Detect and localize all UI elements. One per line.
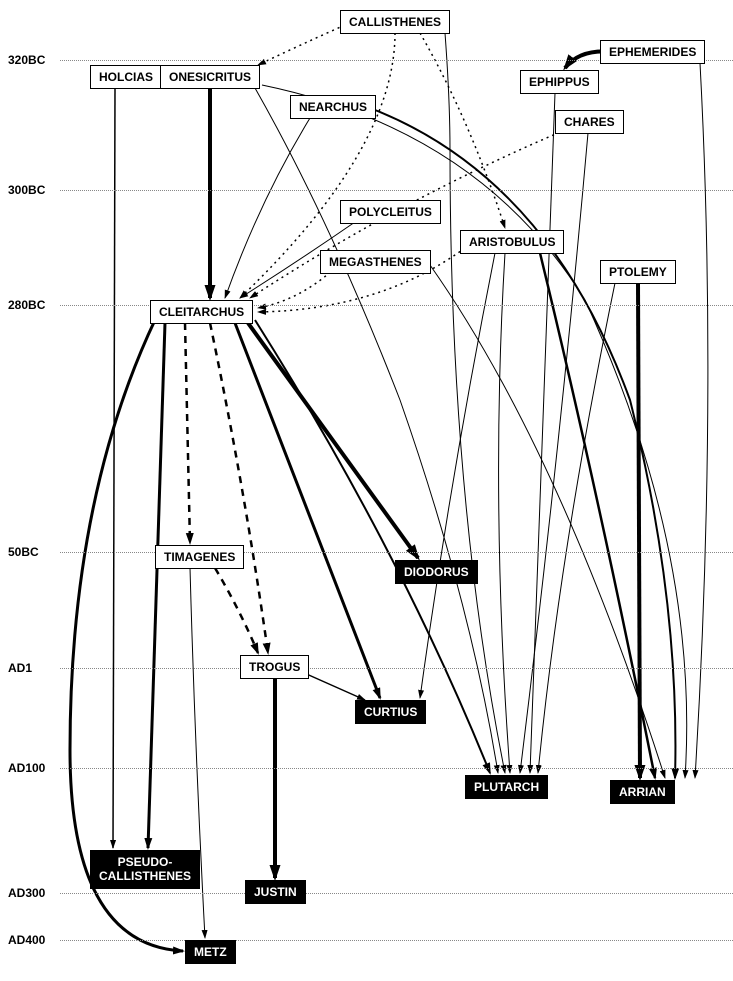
node-timagenes: TIMAGENES	[155, 545, 244, 569]
gridline	[60, 893, 733, 894]
node-pseudo: PSEUDO- CALLISTHENES	[90, 850, 200, 889]
axis-label: 50BC	[8, 545, 39, 559]
gridline	[60, 190, 733, 191]
node-curtius: CURTIUS	[355, 700, 426, 724]
node-ptolemy: PTOLEMY	[600, 260, 676, 284]
edge-megasthenes-arrian	[430, 265, 665, 778]
node-polycleitus: POLYCLEITUS	[340, 200, 441, 224]
node-onesicritus: ONESICRITUS	[160, 65, 260, 89]
gridline	[60, 940, 733, 941]
node-holcias: HOLCIAS	[90, 65, 162, 89]
axis-label: AD400	[8, 933, 45, 947]
axis-label: 320BC	[8, 53, 45, 67]
axis-label: AD1	[8, 661, 32, 675]
node-aristobulus: ARISTOBULUS	[460, 230, 564, 254]
edge-callisthenes-onesicritus	[258, 25, 345, 65]
axis-label: AD300	[8, 886, 45, 900]
axis-label: AD100	[8, 761, 45, 775]
edge-cleitarchus-pseudo	[148, 323, 165, 848]
axis-label: 280BC	[8, 298, 45, 312]
axis-label: 300BC	[8, 183, 45, 197]
node-chares: CHARES	[555, 110, 624, 134]
node-ephippus: EPHIPPUS	[520, 70, 599, 94]
gridline	[60, 768, 733, 769]
node-diodorus: DIODORUS	[395, 560, 478, 584]
node-arrian: ARRIAN	[610, 780, 675, 804]
node-ephemerides: EPHEMERIDES	[600, 40, 705, 64]
edge-cleitarchus-diodorus	[248, 323, 418, 558]
edge-ephippus-plutarch	[530, 93, 555, 773]
node-cleitarchus: CLEITARCHUS	[150, 300, 253, 324]
edge-holcias-pseudo	[113, 88, 115, 848]
node-trogus: TROGUS	[240, 655, 309, 679]
edge-callisthenes-aristobulus	[420, 33, 505, 228]
edge-aristobulus-curtius	[420, 253, 495, 698]
edge-ptolemy-arrian	[638, 283, 640, 778]
gridline	[60, 668, 733, 669]
edge-cleitarchus-timagenes	[185, 323, 190, 543]
node-callisthenes: CALLISTHENES	[340, 10, 450, 34]
node-metz: METZ	[185, 940, 236, 964]
node-megasthenes: MEGASTHENES	[320, 250, 431, 274]
node-plutarch: PLUTARCH	[465, 775, 548, 799]
node-nearchus: NEARCHUS	[290, 95, 376, 119]
edges-layer	[0, 0, 733, 981]
edge-timagenes-trogus	[215, 568, 258, 653]
edge-aristobulus-plutarch	[499, 253, 510, 773]
edge-callisthenes-plutarch	[445, 33, 505, 773]
edge-cleitarchus-trogus	[210, 323, 268, 653]
edge-cleitarchus-curtius	[235, 323, 380, 698]
edge-chares-plutarch	[520, 133, 588, 773]
edge-trogus-curtius	[302, 672, 365, 700]
edge-ephemerides-arrian	[695, 63, 708, 778]
diagram-stage: 320BC 300BC 280BC 50BC AD1 AD100 AD300 AD400 CAL…	[0, 0, 733, 981]
node-justin: JUSTIN	[245, 880, 306, 904]
